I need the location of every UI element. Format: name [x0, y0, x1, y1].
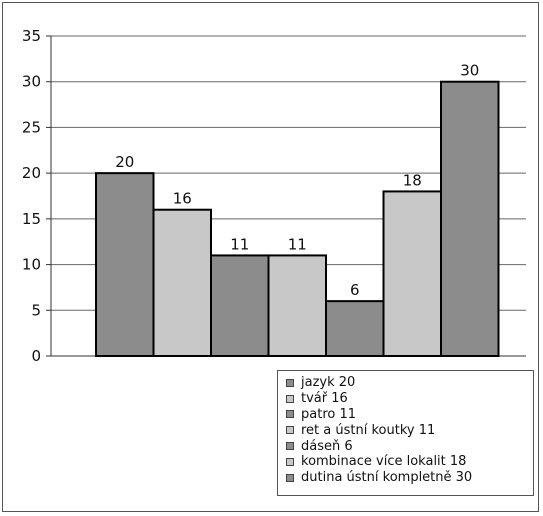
bar	[152, 208, 212, 357]
legend-swatch	[286, 410, 294, 419]
legend-label: kombinace více lokalit 18	[301, 454, 467, 470]
legend-swatch	[286, 442, 294, 451]
legend-item: tvář 16	[286, 391, 533, 407]
legend-label: dáseň 6	[301, 438, 353, 454]
bar	[95, 172, 155, 357]
legend-label: patro 11	[301, 406, 357, 422]
legend-swatch	[286, 457, 294, 466]
y-tick-label: 10	[22, 256, 41, 274]
legend-label: dutina ústní kompletně 30	[301, 470, 473, 486]
legend-swatch	[286, 473, 294, 482]
bar-data-label: 30	[460, 62, 479, 80]
legend-item: kombinace více lokalit 18	[286, 454, 533, 470]
y-tick-label: 15	[22, 210, 41, 228]
bar	[325, 300, 385, 357]
legend-item: patro 11	[286, 407, 533, 423]
bar	[382, 190, 442, 357]
y-tick-label: 5	[31, 301, 41, 319]
legend-item: ret a ústní koutky 11	[286, 422, 533, 438]
legend-item: dutina ústní kompletně 30	[286, 470, 533, 486]
bar	[210, 254, 270, 357]
bar-data-label: 16	[173, 190, 192, 208]
legend-label: ret a ústní koutky 11	[301, 422, 436, 438]
legend-item: jazyk 20	[286, 375, 533, 391]
y-tick-label: 0	[31, 347, 41, 365]
legend-swatch	[286, 394, 294, 403]
bar-data-label: 11	[288, 235, 307, 253]
legend-item: dáseň 6	[286, 438, 533, 454]
legend-label: tvář 16	[301, 391, 348, 407]
bar	[440, 80, 500, 357]
legend-label: jazyk 20	[301, 375, 356, 391]
chart-legend: jazyk 20 tvář 16 patro 11 ret a ústní koutk…	[277, 370, 534, 496]
legend-swatch	[286, 378, 294, 387]
y-tick-label: 20	[22, 164, 41, 182]
y-tick-label: 30	[22, 73, 41, 91]
y-tick-label: 25	[22, 118, 41, 136]
bar	[267, 254, 327, 357]
y-tick-label: 35	[22, 27, 41, 45]
bar-data-label: 18	[403, 171, 422, 189]
bar-data-label: 20	[115, 153, 134, 171]
legend-swatch	[286, 426, 294, 435]
bar-data-label: 6	[350, 281, 360, 299]
bar-data-label: 11	[230, 235, 249, 253]
